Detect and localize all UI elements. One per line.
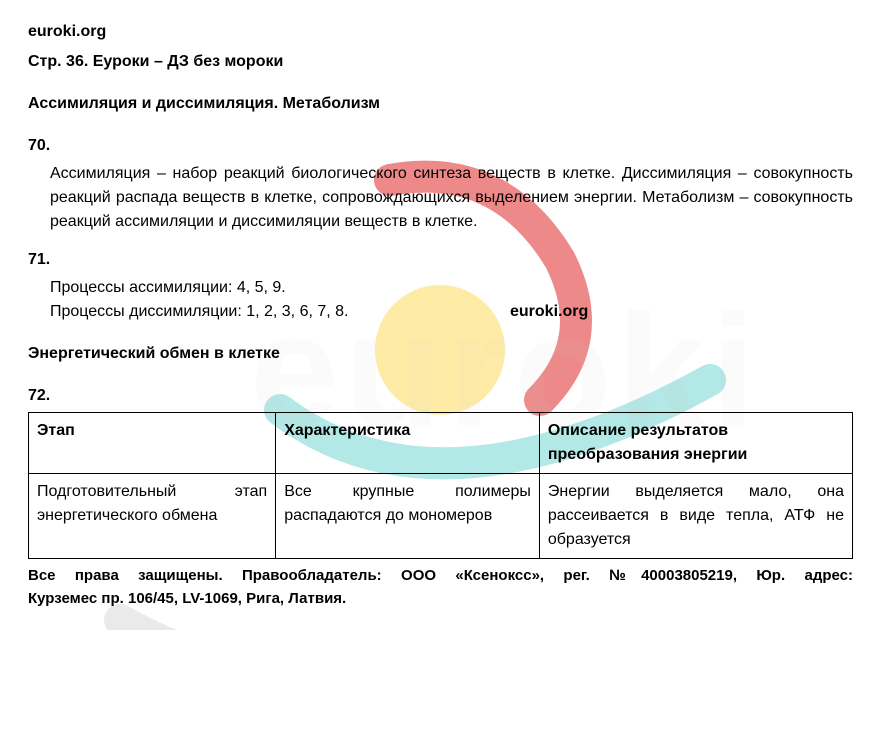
footer-line1: Все права защищены. Правообладатель: ООО… [28, 565, 853, 588]
watermark-inline-text: euroki.org [510, 300, 588, 324]
footer-line2: Курземес пр. 106/45, LV-1069, Рига, Латв… [28, 588, 853, 611]
table-72: Этап Характеристика Описание результатов… [28, 412, 853, 559]
question-70-number: 70. [28, 134, 853, 158]
page-reference: Стр. 36. Еуроки – ДЗ без мороки [28, 50, 853, 74]
table-header-3: Описание результатов преобразования энер… [539, 413, 852, 474]
answer-71-line2: Процессы диссимиляции: 1, 2, 3, 6, 7, 8. [50, 303, 349, 320]
question-71-answer: Процессы ассимиляции: 4, 5, 9. Процессы … [28, 276, 853, 324]
question-72-number: 72. [28, 384, 853, 408]
table-header-2: Характеристика [276, 413, 540, 474]
section-title-1: Ассимиляция и диссимиляция. Метаболизм [28, 92, 853, 116]
table-cell-3: Энергии выделяется мало, она рассеиваетс… [539, 474, 852, 559]
answer-70-text: Ассимиляция – набор реакций биологическо… [50, 165, 853, 230]
question-70-answer: Ассимиляция – набор реакций биологическо… [28, 162, 853, 234]
table-header-1: Этап [29, 413, 276, 474]
table-row: Подготовительный этап энергетического об… [29, 474, 853, 559]
answer-71-line1: Процессы ассимиляции: 4, 5, 9. [50, 276, 853, 300]
document-content: euroki.org Стр. 36. Еуроки – ДЗ без моро… [28, 20, 853, 610]
answer-71-line2-wrap: Процессы диссимиляции: 1, 2, 3, 6, 7, 8.… [50, 300, 853, 324]
question-71-number: 71. [28, 248, 853, 272]
footer: Все права защищены. Правообладатель: ООО… [28, 565, 853, 610]
section-title-2: Энергетический обмен в клетке [28, 342, 853, 366]
table-cell-2: Все крупные полимеры распадаются до моно… [276, 474, 540, 559]
table-header-row: Этап Характеристика Описание результатов… [29, 413, 853, 474]
site-name: euroki.org [28, 20, 853, 44]
table-cell-1: Подготовительный этап энергетического об… [29, 474, 276, 559]
